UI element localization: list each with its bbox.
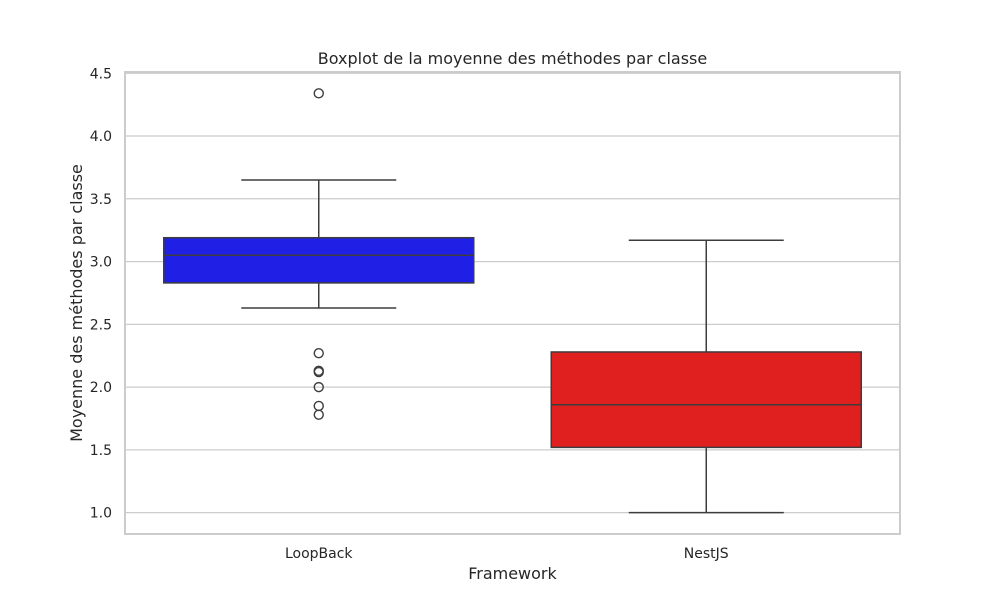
y-tick-label: 3.5 [90, 192, 112, 208]
chart-title: Boxplot de la moyenne des méthodes par c… [318, 49, 707, 68]
y-tick-label: 1.5 [90, 443, 112, 459]
y-tick-label: 3.0 [90, 255, 112, 271]
outlier-point [313, 381, 324, 393]
x-tick-labels: LoopBack NestJS [285, 546, 729, 562]
iqr-box [163, 236, 475, 284]
outlier-point [313, 366, 324, 378]
y-tick-label: 4.0 [90, 129, 112, 145]
x-axis-label: Framework [468, 564, 557, 583]
y-tick-label: 2.0 [90, 380, 112, 396]
outlier-point [313, 400, 324, 412]
y-tick-label: 4.5 [90, 66, 112, 82]
y-axis-label: Moyenne des méthodes par classe [67, 164, 86, 442]
box-loopback [163, 88, 475, 420]
outlier-point [313, 409, 324, 420]
outlier-point [313, 88, 324, 99]
y-tick-label: 1.0 [90, 506, 112, 522]
y-tick-label: 2.5 [90, 317, 112, 333]
boxes [163, 88, 862, 514]
y-tick-labels: 1.0 1.5 2.0 2.5 3.0 3.5 4.0 4.5 [90, 66, 112, 521]
box-nestjs [550, 239, 862, 514]
outlier-point [313, 348, 324, 359]
plot-frame [124, 71, 901, 535]
x-tick-label: LoopBack [285, 546, 353, 562]
x-tick-label: NestJS [684, 546, 729, 562]
iqr-box [550, 351, 862, 449]
